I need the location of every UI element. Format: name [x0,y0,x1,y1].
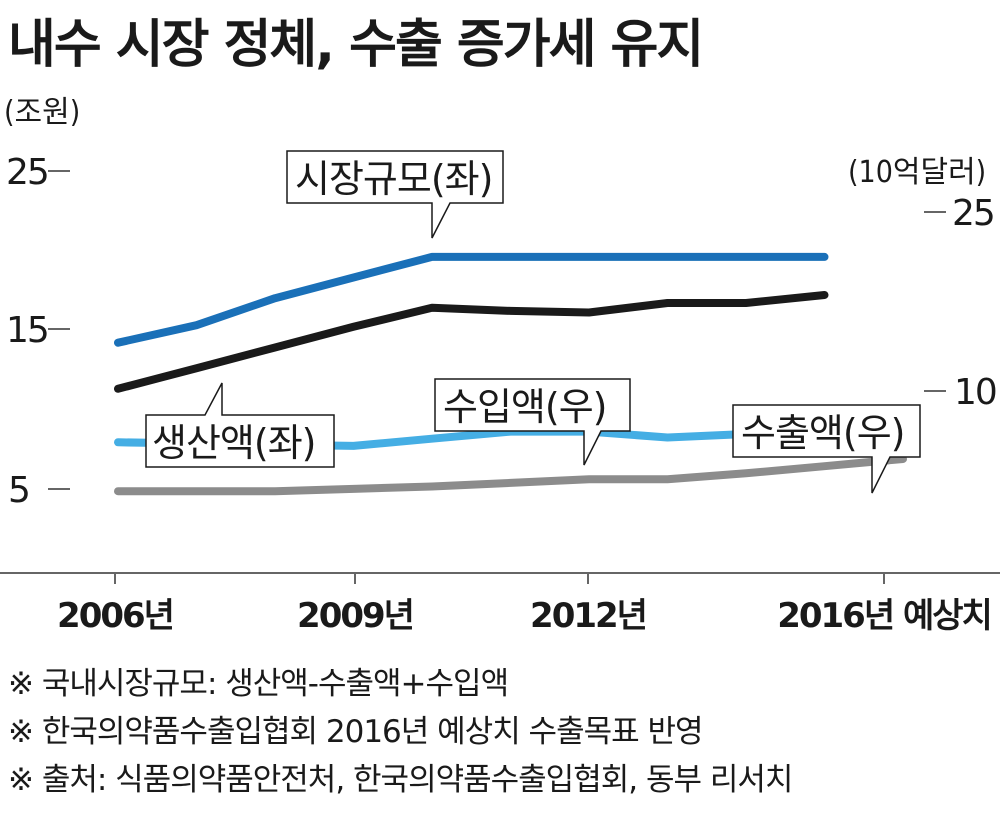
right-axis-unit: (10억달러) [848,155,986,190]
callout-market: 시장규모(좌) [286,150,504,239]
left-tick-label: 5 [8,470,29,511]
x-tick-label: 2009년 [297,596,413,636]
series-line-production [114,291,829,393]
callout-export: 수출액(우) [732,404,921,494]
callout-import-label: 수입액(우) [443,385,607,429]
callout-market-label: 시장규모(좌) [295,157,492,201]
right-tick-label: 25 [952,193,994,234]
right-tick-label: 10 [954,372,996,413]
left-tick-label: 15 [6,310,48,351]
footnote: ※ 출처: 식품의약품안전처, 한국의약품수출입협회, 동부 리서치 [8,762,793,798]
callout-production: 생산액(좌) [145,382,335,468]
x-tick-label: 2016년 예상치 [777,596,991,636]
callout-production-label: 생산액(좌) [152,421,316,465]
footnotes: ※ 국내시장규모: 생산액-수출액+수입액 ※ 한국의약품수출입협회 2016년… [8,660,793,804]
footnote: ※ 한국의약품수출입협회 2016년 예상치 수출목표 반영 [8,714,704,750]
left-axis-unit: (조원) [4,95,80,130]
callout-import: 수입액(우) [434,378,631,466]
x-tick-label: 2006년 [57,596,173,636]
callout-export-label: 수출액(우) [741,411,905,455]
series-line-market [114,252,829,347]
x-tick-label: 2012년 [530,596,646,636]
left-tick-label: 25 [6,152,48,193]
line-chart: (조원) (10억달러) 25 15 5 25 10 2006년 2009년 2… [0,95,1000,636]
chart-title: 내수 시장 정체, 수출 증가세 유지 [8,15,704,75]
series-line-export [114,455,907,496]
footnote: ※ 국내시장규모: 생산액-수출액+수입액 [8,666,509,702]
